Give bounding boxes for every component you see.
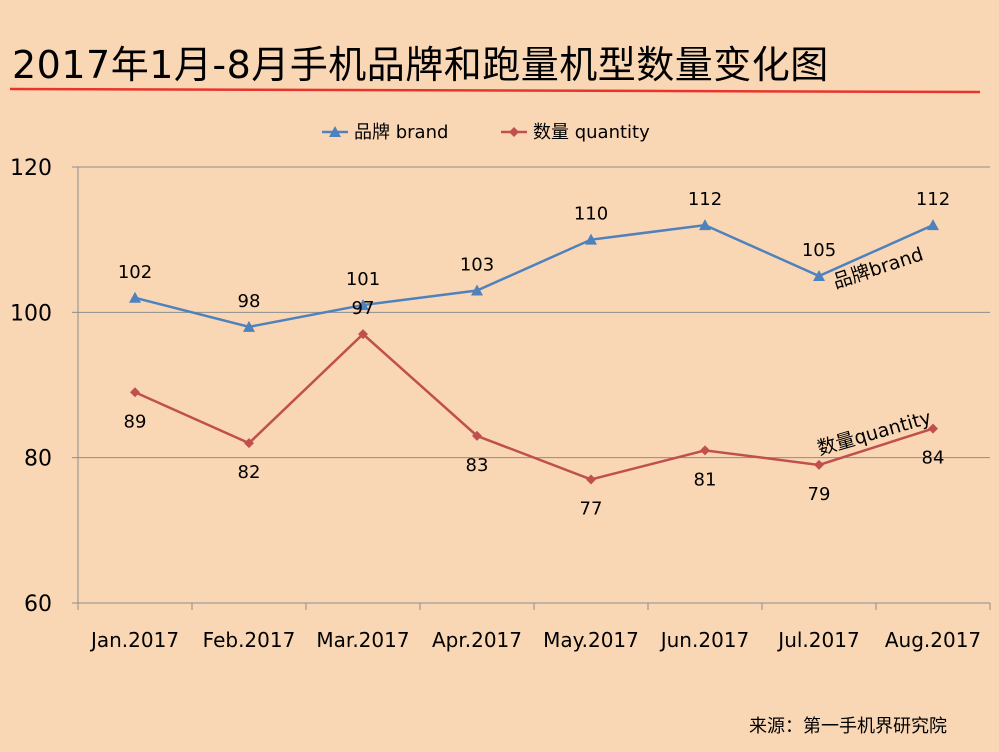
data-point-marker xyxy=(928,423,938,434)
legend-label: 品牌 brand xyxy=(354,122,448,143)
source-note: 来源：第一手机界研究院 xyxy=(749,716,947,737)
x-tick-label: Jul.2017 xyxy=(776,628,859,652)
data-label: 110 xyxy=(574,204,608,225)
data-label: 102 xyxy=(118,262,152,283)
legend-label: 数量 quantity xyxy=(533,122,650,143)
data-label: 103 xyxy=(460,255,494,276)
data-point-marker xyxy=(814,459,824,470)
grid-layer xyxy=(78,166,990,459)
data-point-marker xyxy=(472,430,482,441)
data-point-marker xyxy=(243,320,255,332)
data-point-marker xyxy=(585,233,597,245)
x-tick-label: Feb.2017 xyxy=(203,628,296,652)
x-tick-label: Apr.2017 xyxy=(432,628,522,652)
y-tick-label: 60 xyxy=(24,592,52,617)
data-point-marker xyxy=(586,474,596,485)
data-label: 101 xyxy=(346,269,380,290)
data-point-marker xyxy=(471,284,483,296)
data-point-marker xyxy=(244,438,254,449)
data-point-marker xyxy=(130,387,140,398)
y-tick-label: 100 xyxy=(10,301,52,326)
data-point-marker xyxy=(509,127,519,137)
data-point-marker xyxy=(329,126,341,137)
title-underline xyxy=(9,87,981,94)
data-label: 79 xyxy=(808,484,831,505)
data-label: 77 xyxy=(580,498,603,519)
data-label: 105 xyxy=(802,240,836,261)
y-tick-label: 80 xyxy=(24,447,52,472)
data-label: 112 xyxy=(688,189,722,210)
data-label: 84 xyxy=(922,448,945,469)
legend: 品牌 brand 数量 quantity xyxy=(322,122,650,143)
data-label: 81 xyxy=(694,469,717,490)
data-label: 98 xyxy=(238,291,261,312)
data-point-marker xyxy=(699,219,711,231)
x-tick-label: May.2017 xyxy=(543,628,639,652)
data-point-marker xyxy=(357,299,369,311)
y-tick-label: 120 xyxy=(10,156,52,181)
page-title: 2017年1月-8月手机品牌和跑量机型数量变化图 xyxy=(12,43,829,87)
labels-layer: 102981011031101121051128982978377817984品… xyxy=(118,189,950,519)
data-point-marker xyxy=(358,329,368,340)
data-label: 89 xyxy=(124,411,147,432)
data-label: 97 xyxy=(352,298,375,319)
data-point-marker xyxy=(129,291,141,303)
x-tick-label: Jun.2017 xyxy=(659,628,750,652)
x-tick-label: Mar.2017 xyxy=(316,628,409,652)
data-label: 112 xyxy=(916,189,950,210)
x-tick-label: Jan.2017 xyxy=(89,628,179,652)
title-underline-stroke xyxy=(9,87,981,94)
x-tick-label: Aug.2017 xyxy=(885,628,981,652)
series-layer xyxy=(129,219,939,485)
data-label: 82 xyxy=(238,462,261,483)
data-point-marker xyxy=(813,270,825,281)
data-point-marker xyxy=(927,219,939,231)
data-label: 83 xyxy=(466,455,489,476)
axes-layer: 60 80 100 120 Jan.2017 Feb.2017 Mar.2017 Apr.20… xyxy=(10,156,991,652)
data-point-marker xyxy=(700,445,710,456)
series-line xyxy=(134,332,934,481)
series-line xyxy=(134,223,934,329)
